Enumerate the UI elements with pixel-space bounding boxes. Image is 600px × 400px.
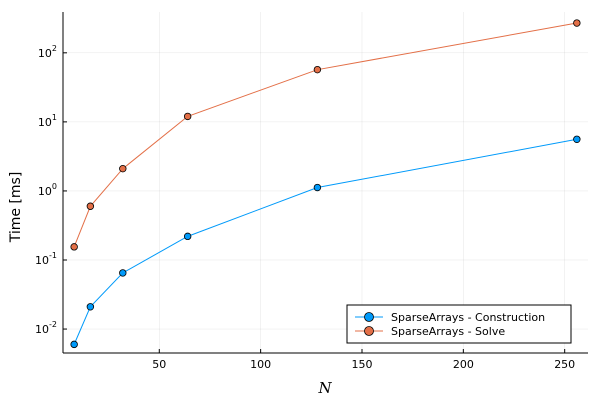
x-tick-label: 50: [152, 358, 166, 371]
data-point: [183, 112, 192, 121]
legend-box: [346, 304, 572, 344]
data-point: [313, 65, 322, 74]
data-point: [573, 19, 581, 27]
legend-label: SparseArrays - Solve: [391, 325, 505, 338]
data-point: [86, 303, 95, 311]
x-tick-label: 200: [453, 358, 474, 371]
legend-label: SparseArrays - Construction: [391, 311, 545, 324]
data-point: [313, 183, 322, 192]
legend: SparseArrays - ConstructionSparseArrays …: [346, 304, 572, 344]
grid: [63, 12, 588, 353]
data-point: [183, 232, 192, 241]
x-tick-label: 150: [351, 358, 372, 371]
data-point: [119, 164, 127, 173]
y-tick-label: 102: [38, 44, 57, 60]
data-point: [573, 135, 581, 143]
x-axis-label: N: [317, 379, 332, 397]
axes: 50 100 150 200 250 10-2 10-1 100 101 102: [35, 12, 588, 371]
series-line-1: [73, 138, 577, 345]
data-point: [70, 340, 78, 349]
y-tick-label: 101: [38, 113, 57, 129]
legend-marker: [364, 326, 374, 336]
y-axis-label: Time [ms]: [8, 172, 24, 244]
y-tick-label: 10-2: [35, 320, 57, 336]
data-point: [70, 243, 78, 251]
y-tick-label: 10-1: [35, 251, 57, 267]
x-tick-label: 250: [554, 358, 575, 371]
x-tick-label: 100: [250, 358, 271, 371]
series-line-2: [73, 22, 577, 248]
y-tick-label: 100: [38, 182, 57, 198]
series-group: [70, 19, 581, 349]
data-point: [86, 202, 95, 210]
legend-marker: [364, 312, 374, 322]
data-point: [119, 269, 127, 277]
